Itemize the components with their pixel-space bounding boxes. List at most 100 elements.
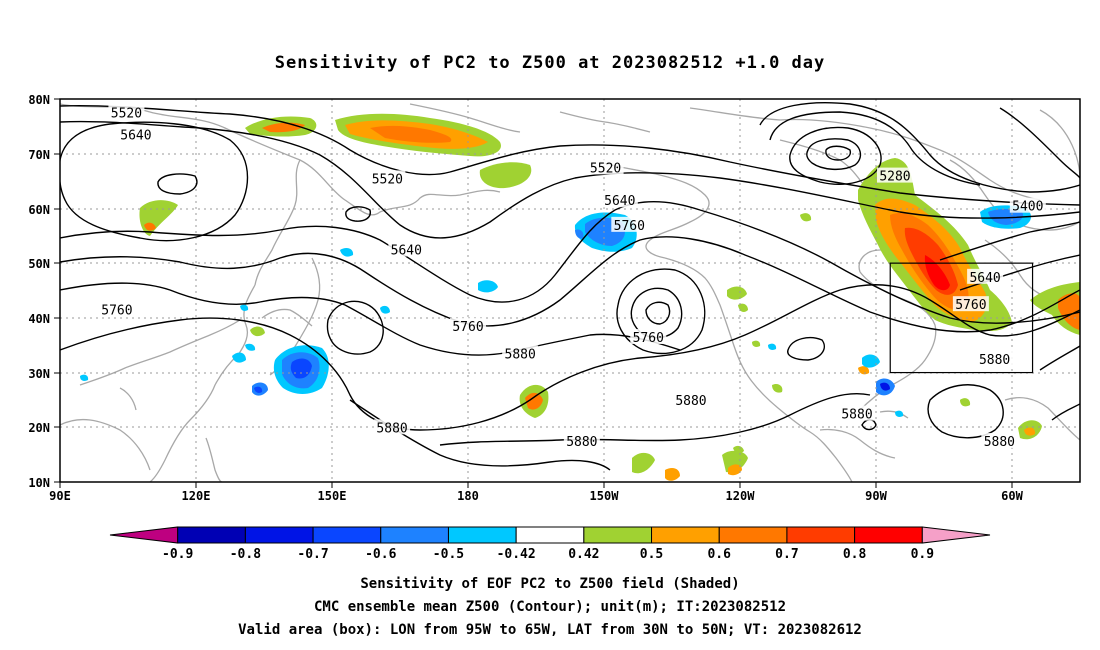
lat-label: 60N xyxy=(28,203,50,217)
contour-label: 5760 xyxy=(955,298,986,313)
contour-label-bg xyxy=(450,318,486,334)
contour-label-bg xyxy=(672,391,709,407)
shade-neg xyxy=(245,343,256,351)
contour-label-bg xyxy=(611,216,648,232)
shade-pos xyxy=(479,162,532,189)
contour-5880-rings xyxy=(787,337,826,361)
shade-neg xyxy=(768,343,777,350)
contour-label: 5760 xyxy=(101,304,132,319)
lat-label: 20N xyxy=(28,421,50,435)
contour-5280-inner xyxy=(806,138,862,170)
map-title: Sensitivity of PC2 to Z500 at 2023082512… xyxy=(275,53,826,73)
lon-label: 90W xyxy=(865,489,887,503)
colorbar-label: 0.9 xyxy=(911,547,934,562)
lat-label: 50N xyxy=(28,257,50,271)
lat-label: 70N xyxy=(28,148,50,162)
shade-pos xyxy=(728,464,742,476)
contour-label-bg xyxy=(967,268,1004,284)
colorbar-swatch xyxy=(651,526,720,544)
contour-5880 xyxy=(60,284,1080,431)
contour-label: 5880 xyxy=(984,435,1015,450)
shade-pos xyxy=(752,340,761,347)
contour-5820-loop xyxy=(326,300,384,355)
contour-label: 5640 xyxy=(120,129,151,144)
colorbar-label: -0.6 xyxy=(365,547,396,562)
contour-label: 5880 xyxy=(376,421,407,436)
lat-label: 40N xyxy=(28,312,50,326)
shade-pos xyxy=(144,222,156,231)
contour-label: 5520 xyxy=(111,107,142,122)
shade-neg xyxy=(340,247,354,257)
lat-label: 30N xyxy=(28,367,50,381)
contour-5640 xyxy=(60,120,1080,239)
graticule xyxy=(60,99,1080,482)
shade-pos xyxy=(733,445,744,454)
colorbar-label: 0.8 xyxy=(843,547,867,562)
lat-label: 80N xyxy=(28,93,50,107)
lon-label: 90E xyxy=(49,489,71,503)
contour-label: 5280 xyxy=(879,170,910,185)
contour-label: 5880 xyxy=(675,394,706,409)
colorbar-label: 0.5 xyxy=(640,547,663,562)
lat-axis xyxy=(54,98,60,483)
colorbar-swatch xyxy=(177,526,246,544)
colorbar-label: -0.42 xyxy=(497,547,536,562)
colorbar-label: 0.42 xyxy=(568,547,599,562)
contour-label: 5880 xyxy=(841,408,872,423)
shade-neg xyxy=(478,280,498,293)
shade-neg xyxy=(880,382,890,391)
lon-label: 180 xyxy=(457,489,479,503)
colorbar-swatch xyxy=(786,526,856,544)
contour-5760-b xyxy=(60,236,1080,333)
shade-pos xyxy=(858,366,870,375)
contour-5880-fareast xyxy=(1039,345,1080,371)
contour-5340 xyxy=(769,111,981,186)
contour-5400 xyxy=(759,102,1080,193)
coastlines xyxy=(60,103,1080,482)
contour-label-bg xyxy=(502,345,539,361)
caption-line-1: Sensitivity of EOF PC2 to Z500 field (Sh… xyxy=(360,576,739,592)
colorbar-label: 0.7 xyxy=(775,547,798,562)
lon-label: 120W xyxy=(726,489,756,503)
shade-pos xyxy=(370,125,452,143)
colorbar-swatch xyxy=(718,526,788,544)
shade-neg xyxy=(240,304,249,311)
lon-axis xyxy=(59,482,1013,488)
contour-5880-ring2 xyxy=(861,419,877,431)
caption-line-3: Valid area (box): LON from 95W to 65W, L… xyxy=(238,622,862,638)
shade-pos xyxy=(525,392,543,410)
shade-pos xyxy=(1058,293,1080,330)
contour-5880-south xyxy=(439,393,871,446)
contour-label: 5880 xyxy=(979,353,1010,368)
contour-label: 5760 xyxy=(633,331,664,346)
positive-sensitivity-areas xyxy=(139,113,1080,481)
shade-pos xyxy=(722,450,748,473)
shade-pos xyxy=(924,255,950,291)
contour-label: 5760 xyxy=(452,320,483,335)
valid-area-box xyxy=(889,262,1034,374)
plot-frame xyxy=(59,98,1081,483)
colorbar-label: 0.6 xyxy=(707,547,731,562)
z500-contours xyxy=(60,102,1080,471)
contour-5760-loop-inner xyxy=(630,287,683,339)
shade-neg xyxy=(988,209,1024,225)
contour-label-bg xyxy=(388,241,425,257)
lat-label: 10N xyxy=(28,476,50,490)
contour-label-bg xyxy=(117,126,154,142)
contour-label-bg xyxy=(108,104,145,120)
contour-label: 5640 xyxy=(604,194,635,209)
contour-label-bg xyxy=(981,432,1018,448)
contour-label-bg xyxy=(601,192,638,208)
shade-pos xyxy=(250,326,265,337)
lon-label: 60W xyxy=(1001,489,1023,503)
contour-label-bg xyxy=(587,159,624,175)
contour-labels: 5520 5640 5520 5640 5760 5760 5880 5880 5520 5640… xyxy=(98,104,1046,450)
contour-label-bg xyxy=(98,301,135,317)
shade-neg xyxy=(895,410,904,417)
contour-5880-east xyxy=(927,384,1004,439)
contour-label-bg xyxy=(839,405,876,421)
shade-neg xyxy=(254,386,263,393)
shade-pos xyxy=(800,213,812,222)
colorbar-swatch xyxy=(109,526,179,544)
shade-pos xyxy=(665,468,680,481)
